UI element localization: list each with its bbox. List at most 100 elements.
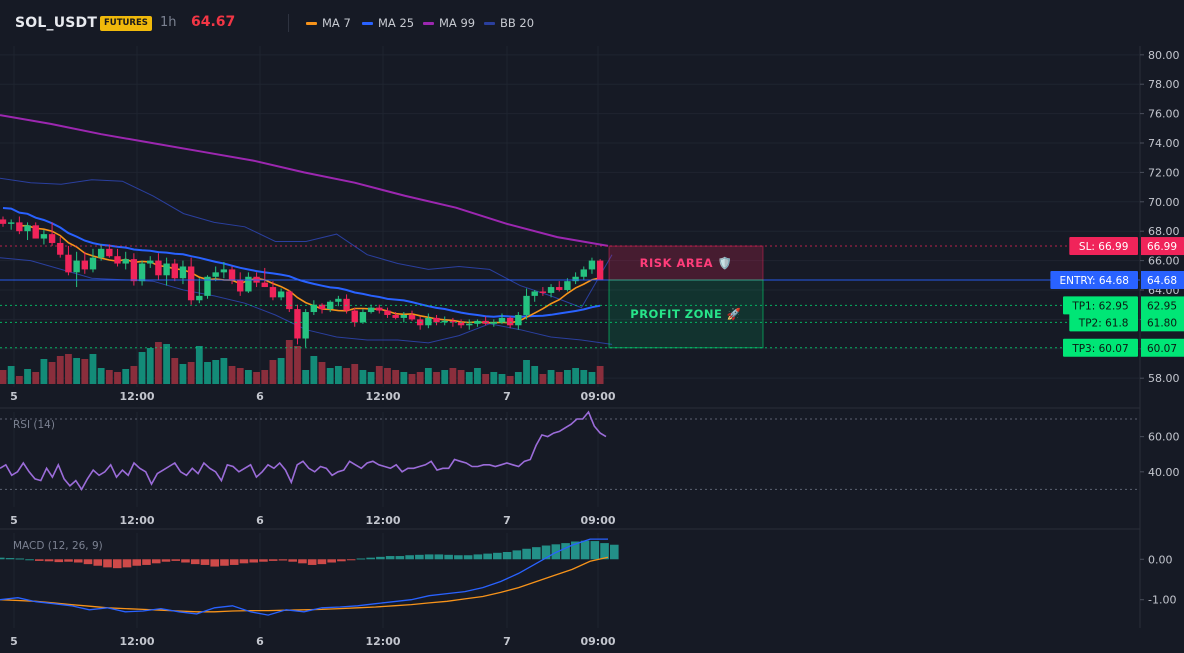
volume-bar (334, 366, 342, 384)
timeframe-label[interactable]: 1h (160, 15, 177, 30)
candle (539, 287, 547, 296)
candle-body (196, 295, 203, 301)
candle (228, 266, 236, 285)
volume-bar (555, 372, 563, 384)
x-tick-label: 7 (503, 635, 511, 648)
macd-title: MACD (12, 26, 9) (13, 540, 103, 552)
macd-hist-bar (5, 558, 15, 560)
symbol-title[interactable]: SOL_USDT (15, 15, 98, 31)
candle (171, 259, 178, 282)
macd-hist-bar (25, 559, 34, 561)
legend-ma7[interactable]: MA 7 (306, 16, 351, 30)
level-tag-label: SL: 66.99 (1079, 241, 1128, 253)
candle (351, 307, 358, 327)
volume-bar (490, 372, 498, 384)
candle (237, 272, 244, 296)
macd-hist-bar (590, 541, 600, 560)
y-tick-label: -1.00 (1148, 594, 1176, 607)
candle-body (302, 312, 309, 339)
candle-body (531, 291, 538, 296)
candle (572, 272, 579, 285)
legend-ma25[interactable]: MA 25 (362, 16, 414, 30)
volume-bar (114, 372, 121, 384)
macd-hist-bar (151, 559, 161, 564)
candle-body (212, 272, 219, 277)
legend-bb20[interactable]: BB 20 (484, 16, 534, 30)
grid (0, 46, 1140, 628)
profit-zone (608, 279, 764, 349)
volume-bar (351, 364, 359, 384)
macd-hist-bar (610, 544, 619, 560)
candle (392, 312, 399, 320)
rsi-line (0, 410, 607, 491)
volume-bar (302, 370, 310, 384)
candle-body (48, 234, 56, 243)
volume-bars (0, 340, 604, 384)
macd-hist-bar (600, 543, 609, 560)
candle-body (490, 322, 497, 324)
candle-body (506, 317, 514, 326)
candle-body (24, 225, 31, 232)
candle (0, 216, 7, 227)
macd-hist-bar (415, 554, 424, 560)
candle-body (367, 307, 375, 313)
macd-hist-bar (395, 556, 405, 560)
x-tick-label: 5 (10, 514, 18, 527)
macd-hist-bar (83, 559, 93, 565)
macd-hist-bar (298, 559, 307, 564)
candle-body (57, 242, 64, 255)
profit-zone-label: PROFIT ZONE 🚀 (630, 307, 742, 321)
volume-bar (171, 358, 179, 384)
candle (547, 284, 555, 298)
candle-body (32, 225, 39, 239)
volume-bar (482, 374, 490, 384)
candle (122, 251, 129, 270)
candle (16, 216, 23, 235)
y-tick-label: 58.00 (1148, 372, 1180, 385)
volume-bar (310, 356, 318, 384)
y-tick-label: 78.00 (1148, 78, 1180, 91)
level-tag-label: TP2: 61.8 (1078, 317, 1129, 329)
candle (65, 245, 72, 276)
x-tick-label: 09:00 (580, 514, 615, 527)
volume-bar (285, 340, 293, 384)
candle (286, 289, 293, 313)
macd-hist-bar (229, 559, 239, 565)
volume-bar (187, 362, 195, 384)
y-tick-label: 76.00 (1148, 108, 1180, 121)
macd-hist-bar (93, 559, 103, 566)
candle (130, 253, 138, 286)
macd-line (0, 538, 608, 616)
volume-bar (228, 366, 236, 384)
candle-body (130, 259, 138, 282)
candle-body (89, 257, 97, 270)
macd-hist-bar (288, 559, 297, 562)
volume-bar (596, 366, 604, 384)
macd-hist-bar (34, 559, 44, 561)
macd-hist-bar (532, 547, 541, 560)
macd-hist-bar (200, 559, 210, 565)
candle (523, 288, 530, 320)
volume-bar (105, 370, 113, 384)
macd-hist-bar (171, 559, 181, 561)
candle-body (457, 322, 465, 326)
macd-hist-bar (405, 555, 414, 560)
candle (73, 251, 80, 288)
legend-ma99[interactable]: MA 99 (423, 16, 475, 30)
level-tag-tp: TP3: 60.07 (1063, 338, 1138, 357)
candle-body (449, 320, 457, 323)
macd-hist-bar (161, 559, 171, 562)
candle (187, 257, 195, 305)
volume-bar (580, 370, 588, 384)
candle (163, 257, 170, 286)
volume-bar (564, 370, 571, 384)
level-price-label: 61.80 (1147, 317, 1177, 329)
x-tick-label: 09:00 (580, 390, 615, 403)
volume-bar (56, 356, 64, 384)
candle (588, 257, 596, 274)
volume-bar (15, 376, 23, 384)
macd-hist-bar (346, 559, 356, 561)
x-tick-label: 6 (256, 514, 264, 527)
volume-bar (253, 372, 260, 384)
